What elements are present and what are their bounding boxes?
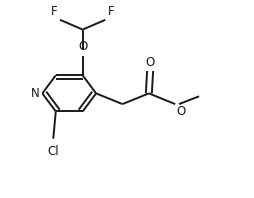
Text: N: N: [30, 87, 39, 100]
Text: O: O: [146, 56, 155, 69]
Text: O: O: [78, 40, 87, 53]
Text: O: O: [177, 105, 186, 118]
Text: Cl: Cl: [47, 145, 59, 158]
Text: F: F: [51, 5, 58, 18]
Text: F: F: [108, 5, 114, 18]
